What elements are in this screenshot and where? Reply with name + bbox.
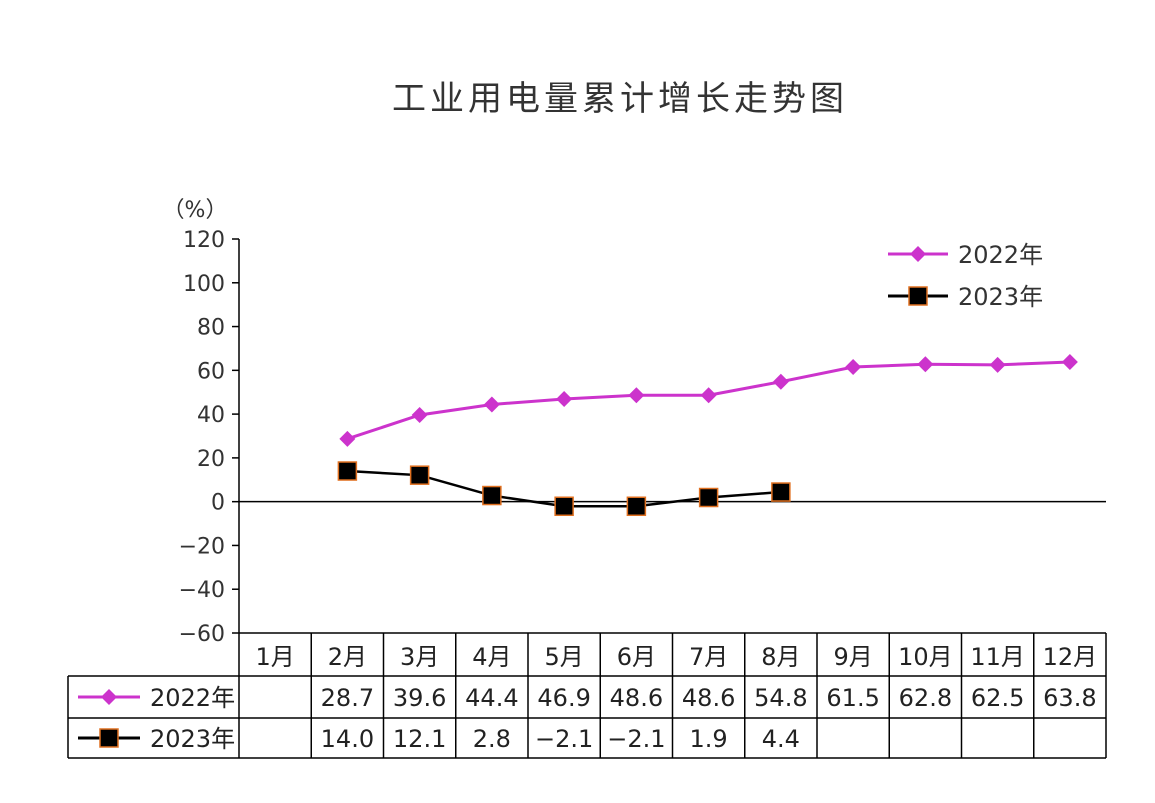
x-tick-label: 3月 <box>400 643 439 671</box>
x-tick-label: 8月 <box>761 643 800 671</box>
data-point-2023 <box>698 487 719 508</box>
data-point-2022 <box>339 430 356 447</box>
data-point-2022 <box>845 359 862 376</box>
y-tick-label: −40 <box>179 578 225 603</box>
x-tick-label: 9月 <box>833 643 872 671</box>
data-point-2022 <box>1061 354 1078 371</box>
data-point-2022 <box>989 356 1006 373</box>
data-label: 62.8 <box>899 684 952 712</box>
x-tick-label: 1月 <box>255 643 294 671</box>
y-tick-label: −60 <box>179 622 225 647</box>
data-label: 2.8 <box>473 725 511 753</box>
x-tick-label: 6月 <box>617 643 656 671</box>
y-axis-unit-label: （%） <box>163 198 228 223</box>
y-tick-label: −20 <box>179 534 225 559</box>
y-tick-label: 60 <box>197 359 225 384</box>
data-label: 48.6 <box>610 684 663 712</box>
legend: 2022年 2023年 <box>888 241 1043 311</box>
data-label: 28.7 <box>321 684 374 712</box>
data-label: −2.1 <box>607 725 665 753</box>
data-point-2023 <box>626 496 647 517</box>
data-label: 39.6 <box>393 684 446 712</box>
data-label: 12.1 <box>393 725 446 753</box>
data-label: 4.4 <box>762 725 800 753</box>
data-label: 46.9 <box>537 684 590 712</box>
y-tick-label: 80 <box>197 316 225 341</box>
data-label: 1.9 <box>690 725 728 753</box>
data-table: 1月 2月 3月 4月 5月 6月 7月 8月 9月 10月 11月 12月 2022年 28.7 39.6… <box>67 632 1107 759</box>
data-point-2022 <box>556 391 573 408</box>
table-row-label: 2022年 <box>150 684 235 712</box>
y-axis: 120 100 80 60 40 20 0 −20 −40 −60 <box>179 228 1106 647</box>
table-row-label: 2023年 <box>150 725 235 753</box>
data-point-2023 <box>482 485 502 506</box>
data-label: 54.8 <box>754 684 807 712</box>
data-point-2022 <box>917 356 934 373</box>
data-label: 61.5 <box>826 684 879 712</box>
x-tick-label: 12月 <box>1043 643 1098 671</box>
x-tick-label: 4月 <box>472 643 511 671</box>
chart-title: 工业用电量累计增长走势图 <box>392 79 848 119</box>
data-point-2022 <box>411 406 428 423</box>
data-point-2022 <box>700 387 717 404</box>
data-label: 63.8 <box>1043 684 1096 712</box>
x-tick-label: 11月 <box>970 643 1025 671</box>
legend-marker <box>910 246 926 262</box>
data-point-2023 <box>337 461 358 481</box>
legend-label: 2022年 <box>958 241 1043 269</box>
data-point-2023 <box>409 465 430 485</box>
legend-marker <box>908 286 928 306</box>
data-label: 14.0 <box>321 725 374 753</box>
table-legend-marker <box>99 728 119 748</box>
data-label: 48.6 <box>682 684 735 712</box>
x-tick-label: 7月 <box>689 643 728 671</box>
y-tick-label: 0 <box>211 491 225 516</box>
y-tick-label: 40 <box>197 403 225 428</box>
x-tick-label: 5月 <box>544 643 583 671</box>
series-layer <box>337 354 1078 517</box>
y-tick-label: 20 <box>197 447 225 472</box>
legend-label: 2023年 <box>958 283 1043 311</box>
y-tick-label: 120 <box>183 228 225 253</box>
data-point-2022 <box>772 373 789 390</box>
data-label: −2.1 <box>535 725 593 753</box>
y-tick-label: 100 <box>183 272 225 297</box>
x-tick-label: 10月 <box>898 643 953 671</box>
data-point-2022 <box>628 387 645 404</box>
data-point-2022 <box>483 396 500 413</box>
data-label: 62.5 <box>971 684 1024 712</box>
x-tick-label: 2月 <box>328 643 367 671</box>
table-legend-marker <box>101 689 117 705</box>
data-point-2023 <box>554 496 574 517</box>
data-label: 44.4 <box>465 684 518 712</box>
data-point-2023 <box>771 482 791 502</box>
